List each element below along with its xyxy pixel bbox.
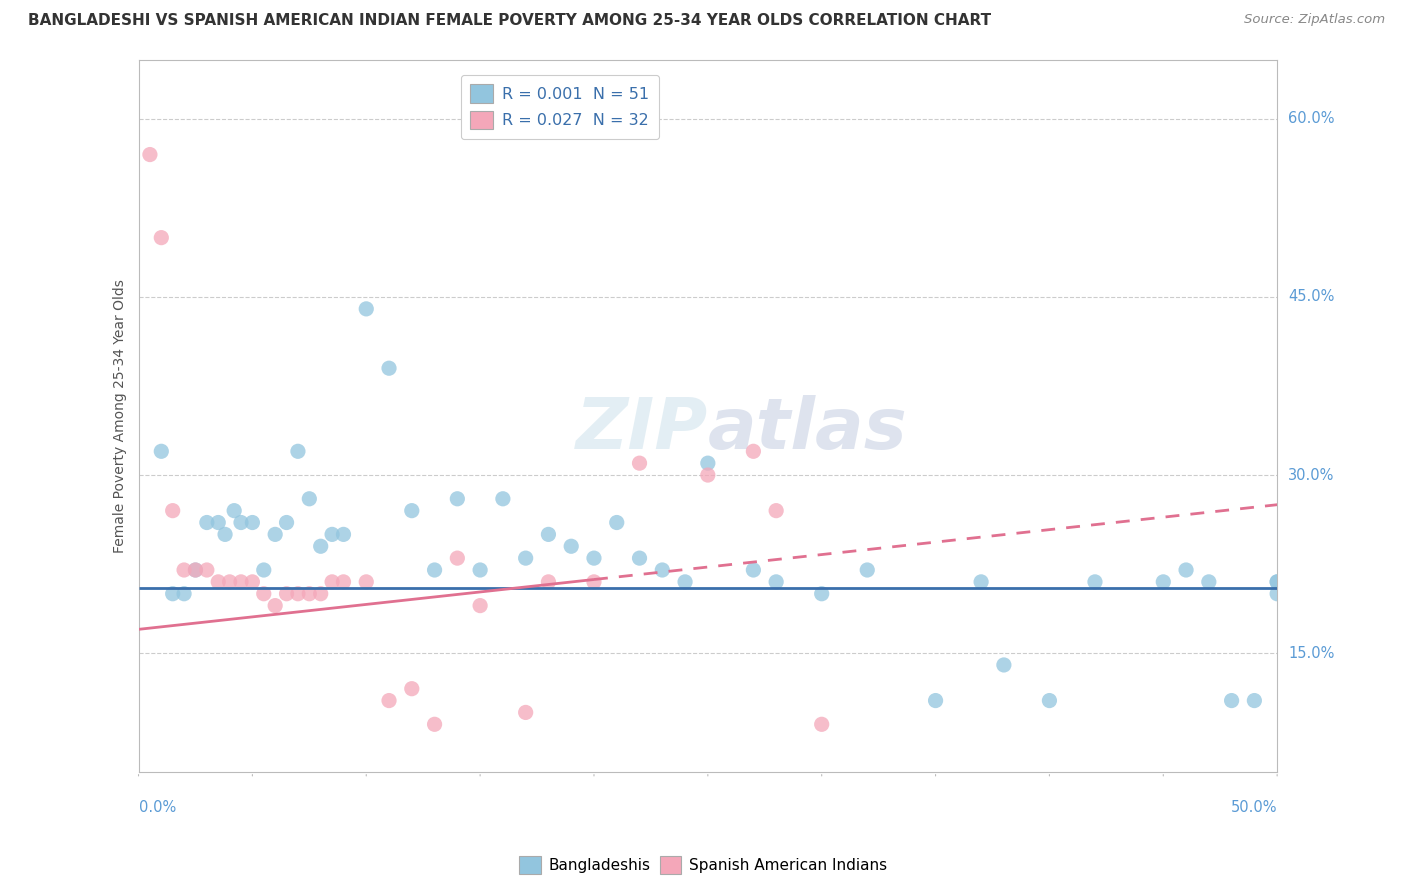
Point bbox=[276, 587, 298, 601]
Point bbox=[1243, 693, 1265, 707]
Y-axis label: Female Poverty Among 25-34 Year Olds: Female Poverty Among 25-34 Year Olds bbox=[114, 279, 128, 553]
Point bbox=[264, 527, 287, 541]
Point bbox=[332, 574, 354, 589]
Point bbox=[298, 491, 321, 506]
Point bbox=[468, 599, 491, 613]
Text: ZIP: ZIP bbox=[575, 395, 707, 465]
Point bbox=[298, 587, 321, 601]
Point bbox=[696, 468, 718, 483]
Point bbox=[162, 503, 184, 517]
Point bbox=[924, 693, 946, 707]
Point bbox=[628, 456, 651, 470]
Text: atlas: atlas bbox=[707, 395, 908, 465]
Point bbox=[765, 574, 787, 589]
Point bbox=[492, 491, 515, 506]
Point bbox=[582, 551, 605, 566]
Text: 15.0%: 15.0% bbox=[1288, 646, 1334, 661]
Point bbox=[560, 539, 582, 553]
Point bbox=[1152, 574, 1174, 589]
Point bbox=[354, 574, 377, 589]
Point bbox=[207, 516, 229, 530]
Point bbox=[810, 717, 832, 731]
Text: BANGLADESHI VS SPANISH AMERICAN INDIAN FEMALE POVERTY AMONG 25-34 YEAR OLDS CORR: BANGLADESHI VS SPANISH AMERICAN INDIAN F… bbox=[28, 13, 991, 29]
Point bbox=[651, 563, 673, 577]
Point bbox=[401, 503, 423, 517]
Point bbox=[378, 693, 401, 707]
Point bbox=[856, 563, 879, 577]
Point bbox=[150, 230, 173, 244]
Point bbox=[321, 527, 343, 541]
Point bbox=[354, 301, 377, 316]
Text: 30.0%: 30.0% bbox=[1288, 467, 1334, 483]
Point bbox=[242, 516, 264, 530]
Point bbox=[446, 491, 468, 506]
Point bbox=[1084, 574, 1107, 589]
Point bbox=[810, 587, 832, 601]
Point bbox=[195, 563, 218, 577]
Point bbox=[195, 516, 218, 530]
Point bbox=[264, 599, 287, 613]
Point bbox=[765, 503, 787, 517]
Point bbox=[1198, 574, 1220, 589]
Text: Source: ZipAtlas.com: Source: ZipAtlas.com bbox=[1244, 13, 1385, 27]
Point bbox=[515, 706, 537, 720]
Legend: Bangladeshis, Spanish American Indians: Bangladeshis, Spanish American Indians bbox=[513, 850, 893, 880]
Point bbox=[628, 551, 651, 566]
Point bbox=[423, 563, 446, 577]
Point bbox=[242, 574, 264, 589]
Point bbox=[993, 657, 1015, 672]
Point bbox=[321, 574, 343, 589]
Point bbox=[150, 444, 173, 458]
Point bbox=[1265, 574, 1288, 589]
Point bbox=[446, 551, 468, 566]
Point bbox=[606, 516, 628, 530]
Point bbox=[214, 527, 236, 541]
Point bbox=[218, 574, 240, 589]
Point bbox=[1265, 587, 1288, 601]
Point bbox=[332, 527, 354, 541]
Point bbox=[970, 574, 993, 589]
Point bbox=[309, 587, 332, 601]
Legend: R = 0.001  N = 51, R = 0.027  N = 32: R = 0.001 N = 51, R = 0.027 N = 32 bbox=[461, 75, 659, 139]
Point bbox=[207, 574, 229, 589]
Point bbox=[184, 563, 207, 577]
Point bbox=[276, 516, 298, 530]
Point bbox=[224, 503, 246, 517]
Point bbox=[742, 444, 765, 458]
Point bbox=[515, 551, 537, 566]
Point bbox=[537, 527, 560, 541]
Point bbox=[184, 563, 207, 577]
Point bbox=[696, 456, 718, 470]
Point bbox=[139, 147, 162, 161]
Point bbox=[229, 574, 252, 589]
Point bbox=[253, 563, 276, 577]
Point bbox=[742, 563, 765, 577]
Point bbox=[673, 574, 696, 589]
Point bbox=[401, 681, 423, 696]
Point bbox=[287, 444, 309, 458]
Text: 60.0%: 60.0% bbox=[1288, 112, 1334, 127]
Point bbox=[1265, 574, 1288, 589]
Point bbox=[309, 539, 332, 553]
Text: 0.0%: 0.0% bbox=[139, 799, 176, 814]
Point bbox=[378, 361, 401, 376]
Point bbox=[582, 574, 605, 589]
Point bbox=[173, 587, 195, 601]
Point bbox=[1038, 693, 1060, 707]
Point bbox=[287, 587, 309, 601]
Point bbox=[162, 587, 184, 601]
Point bbox=[253, 587, 276, 601]
Point bbox=[423, 717, 446, 731]
Point bbox=[229, 516, 252, 530]
Point bbox=[1220, 693, 1243, 707]
Text: 45.0%: 45.0% bbox=[1288, 290, 1334, 304]
Point bbox=[1175, 563, 1198, 577]
Text: 50.0%: 50.0% bbox=[1230, 799, 1277, 814]
Point bbox=[468, 563, 491, 577]
Point bbox=[537, 574, 560, 589]
Point bbox=[173, 563, 195, 577]
